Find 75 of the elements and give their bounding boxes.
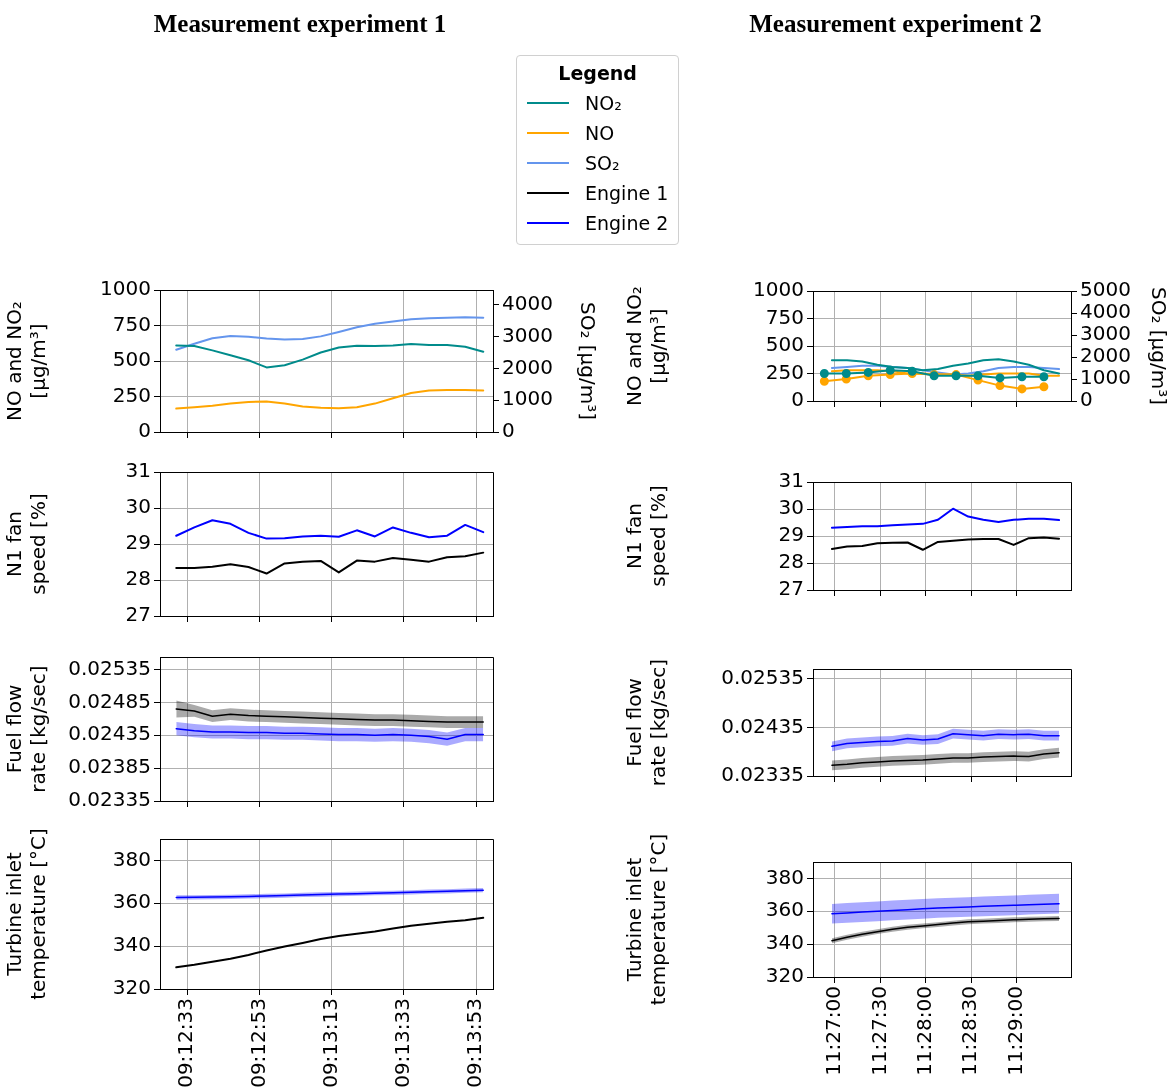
y-tick-label: 30 xyxy=(778,495,804,520)
y-tick-label: 28 xyxy=(778,549,804,574)
y2-tick-label: 3000 xyxy=(1080,321,1131,346)
y-tick-label: 0.02435 xyxy=(68,721,151,746)
y-tick-label: 31 xyxy=(125,458,151,483)
y-tick-label: 1000 xyxy=(100,276,151,301)
y-tick-label: 0.02485 xyxy=(68,688,151,713)
x-tick-label: 11:28:30 xyxy=(957,986,982,1076)
y-axis-title: Fuel flow rate [kg/sec] xyxy=(622,658,671,787)
x-tick-label: 09:12:53 xyxy=(245,998,270,1088)
y-tick-label: 1000 xyxy=(753,277,804,302)
x-tick-label: 09:13:13 xyxy=(317,998,342,1088)
y-tick-label: 0 xyxy=(791,387,804,412)
y-tick-label: 380 xyxy=(112,846,151,871)
y-tick-label: 28 xyxy=(125,566,151,591)
y2-tick-label: 5000 xyxy=(1080,277,1131,302)
y-tick-label: 500 xyxy=(765,332,804,357)
y-tick-label: 0.02435 xyxy=(721,713,804,738)
y-tick-label: 340 xyxy=(765,930,804,955)
y2-tick-label: 2000 xyxy=(502,354,553,379)
y2-tick-label: 0 xyxy=(502,418,515,443)
y-tick-label: 31 xyxy=(778,468,804,493)
y-axis-title: Turbine inlet temperature [°C] xyxy=(2,828,51,1000)
legend-label: Engine 1 xyxy=(585,182,669,204)
y-tick-label: 360 xyxy=(765,897,804,922)
y-tick-label: 30 xyxy=(125,494,151,519)
y2-axis-title: SO₂ [μg/m³] xyxy=(575,301,600,421)
y-axis-title: N1 fan speed [%] xyxy=(2,493,51,595)
y-tick-label: 0.02535 xyxy=(68,655,151,680)
y2-tick-label: 0 xyxy=(1080,387,1093,412)
y-tick-label: 0.02335 xyxy=(68,787,151,812)
y-tick-label: 0.02385 xyxy=(68,754,151,779)
y-tick-label: 29 xyxy=(125,530,151,555)
y-axis-title: N1 fan speed [%] xyxy=(622,485,671,587)
y-tick-label: 320 xyxy=(112,975,151,1000)
y-axis-title: NO and NO₂ [μg/m³] xyxy=(2,301,51,421)
y2-tick-label: 4000 xyxy=(502,291,553,316)
chart-title: Measurement experiment 1 xyxy=(152,10,448,38)
x-tick-label: 09:13:33 xyxy=(389,998,414,1088)
legend-label: SO₂ xyxy=(585,152,620,174)
x-tick-label: 11:27:30 xyxy=(866,986,891,1076)
y2-tick-label: 2000 xyxy=(1080,343,1131,368)
legend-label: NO₂ xyxy=(585,92,622,114)
y-axis-title: Fuel flow rate [kg/sec] xyxy=(2,665,51,793)
y-tick-label: 380 xyxy=(765,864,804,889)
y2-tick-label: 1000 xyxy=(502,386,553,411)
x-tick-label: 11:28:00 xyxy=(912,986,936,1076)
y2-tick-label: 4000 xyxy=(1080,299,1131,324)
x-tick-label: 09:12:33 xyxy=(173,998,198,1088)
x-tick-label: 11:27:00 xyxy=(821,986,846,1076)
y-tick-label: 0 xyxy=(138,418,151,443)
y-tick-label: 250 xyxy=(112,382,151,407)
y-axis-title: Turbine inlet temperature [°C] xyxy=(622,833,671,1006)
y-tick-label: 340 xyxy=(112,932,151,957)
x-tick-label: 11:29:00 xyxy=(1002,986,1027,1076)
y2-tick-label: 1000 xyxy=(1080,365,1131,390)
y-tick-label: 29 xyxy=(778,522,804,547)
y-tick-label: 750 xyxy=(112,311,151,336)
chart-title: Measurement experiment 2 xyxy=(748,10,1043,38)
y2-tick-label: 3000 xyxy=(502,322,553,347)
y-tick-label: 360 xyxy=(112,889,151,914)
legend-label: Engine 2 xyxy=(585,212,669,234)
legend-title: Legend xyxy=(557,62,638,84)
y-tick-label: 0.02335 xyxy=(721,762,804,787)
legend-label: NO xyxy=(585,122,615,144)
y-tick-label: 0.02535 xyxy=(721,664,804,689)
y-tick-label: 27 xyxy=(778,576,804,601)
y-tick-label: 750 xyxy=(765,304,804,329)
x-tick-label: 09:13:53 xyxy=(462,998,487,1088)
y-tick-label: 27 xyxy=(125,602,151,627)
y-axis-title: NO and NO₂ [μg/m³] xyxy=(622,286,671,406)
y2-axis-title: SO₂ [μg/m³] xyxy=(1146,286,1171,406)
y-tick-label: 250 xyxy=(765,359,804,384)
y-tick-label: 320 xyxy=(765,963,804,988)
y-tick-label: 500 xyxy=(112,347,151,372)
